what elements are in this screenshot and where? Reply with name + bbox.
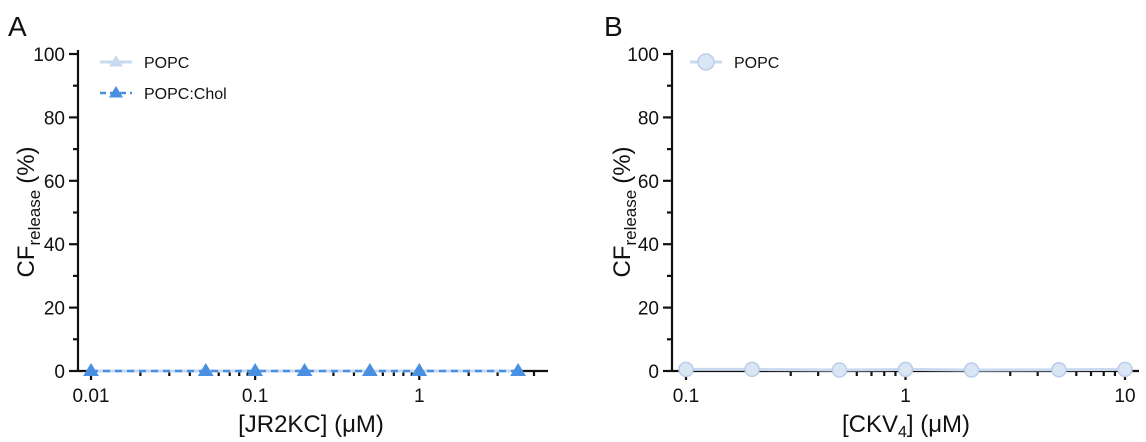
panel-a-chart: A CFrelease (%) [JR2KC] (μM) 0 20 40 60 80 100…: [8, 11, 548, 438]
panel-a-x-tick-label: 1: [414, 386, 425, 407]
panel-b-chart: B CFrelease (%) [CKV4] (μM) 0 20 40 60 80 100 0…: [604, 11, 1139, 441]
panel-b-y-axis-title: CFrelease (%): [609, 146, 640, 277]
panel-b-x-axis-label: [CKV4] (μM): [842, 411, 970, 441]
panel-a-data-point: [247, 363, 264, 377]
panel-a-data-point: [510, 363, 526, 377]
panel-a-ylabel-unit: (%): [13, 146, 40, 183]
panel-a-data-point: [197, 363, 214, 377]
panel-a-y-tick-label: 20: [44, 299, 65, 320]
panel-b-xlabel-sub: 4: [898, 424, 907, 441]
panel-a-y-tick-label: 80: [44, 108, 65, 129]
panel-b-ylabel-unit: (%): [609, 146, 636, 183]
panel-a-legend-marker: [109, 55, 123, 67]
panel-a-x-tick-label: 0.1: [242, 386, 268, 407]
panel-a-letter: A: [8, 11, 27, 42]
panel-b-ylabel-sub: release: [621, 190, 640, 246]
panel-b-y-tick-label: 60: [638, 172, 659, 193]
panel-b-x-tick-label: 10: [1114, 386, 1135, 407]
panel-b-y-tick-label: 0: [648, 362, 659, 383]
panel-b-xlabel-main: [CKV: [842, 411, 898, 438]
panel-a-y-tick-label: 60: [44, 172, 65, 193]
panel-a-ylabel-main: CF: [13, 246, 40, 278]
panel-b-letter: B: [604, 11, 623, 42]
panel-a-data-point: [411, 363, 428, 377]
panel-a-y-tick-label: 100: [33, 45, 65, 66]
panel-b-xlabel-tail: ] (μM): [907, 411, 970, 438]
panel-b-data-point: [963, 362, 980, 378]
panel-a-x-tick-label: 0.01: [73, 386, 110, 407]
panel-a-data-point: [296, 363, 313, 377]
panel-b-x-tick-label: 1: [900, 386, 911, 407]
panel-b-data-point: [831, 362, 848, 378]
panel-b-y-tick-label: 100: [627, 45, 659, 66]
panel-b-data-point: [1117, 361, 1133, 378]
panel-a-y-axis-title: CFrelease (%): [13, 146, 44, 277]
panel-b-data-point: [1051, 361, 1067, 378]
panel-a-x-axis-label: [JR2KC] (μM): [238, 411, 384, 438]
panel-a-y-axis-label: CFrelease (%): [13, 146, 44, 277]
panel-b-legend-marker: [697, 53, 715, 71]
panel-a-data-point: [361, 363, 378, 377]
panel-b-ylabel-main: CF: [609, 246, 636, 278]
panel-b-data-point: [744, 361, 760, 378]
panel-a-y-tick-label: 0: [54, 362, 65, 383]
panel-b-x-tick-label: 0.1: [673, 386, 699, 407]
panel-a-y-tick-label: 40: [44, 235, 65, 256]
panel-b-data-point: [678, 361, 694, 378]
panel-b-legend-label: POPC: [734, 55, 779, 72]
panel-b-y-tick-label: 80: [638, 108, 659, 129]
panel-a-legend-label: POPC: [144, 55, 189, 72]
panel-b-data-point: [897, 361, 914, 378]
panel-b-y-axis-label: CFrelease (%): [609, 146, 640, 277]
panel-a-data-point: [83, 363, 99, 377]
panel-a-ylabel-sub: release: [25, 190, 44, 246]
panel-a-legend-label: POPC:Chol: [144, 86, 227, 103]
panel-b-y-tick-label: 40: [638, 235, 659, 256]
panel-b-y-tick-label: 20: [638, 299, 659, 320]
panel-a-legend-marker: [109, 86, 123, 98]
